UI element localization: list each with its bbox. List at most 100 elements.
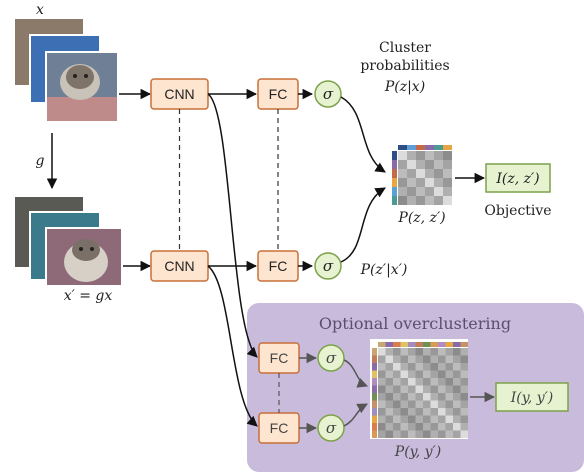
over-matrix-cell [438,423,446,431]
over-matrix-cell [423,408,431,416]
over-matrix-cell [453,363,461,371]
over-matrix-cell [393,355,401,363]
over-matrix-cell [423,363,431,371]
over-matrix-cell [445,400,453,408]
matrix-cell [398,196,407,205]
matrix-cell [398,169,407,178]
edge-sigma-top-to-joint [340,96,386,173]
sigma-node-bottom [314,252,342,280]
over-matrix-cell [438,378,446,386]
matrix-cell [398,160,407,169]
matrix-cell [416,196,425,205]
matrix-header-swatch [392,196,397,205]
over-matrix-cell [438,400,446,408]
over-matrix-cell [430,423,438,431]
cluster-prob-math: P(z|x) [384,79,425,95]
over-matrix-header-swatch [372,385,377,393]
joint-label: P(z, z′) [397,210,445,226]
over-matrix-header-swatch [372,408,377,416]
over-matrix-cell [400,385,408,393]
matrix-cell [416,151,425,160]
input-top-label: x [36,2,44,18]
over-objective-box [495,382,569,412]
over-matrix-header-swatch [430,342,438,347]
over-matrix-cell [415,408,423,416]
over-matrix-cell [415,393,423,401]
over-matrix-cell [445,355,453,363]
over-matrix-cell [393,378,401,386]
over-matrix-cell [393,370,401,378]
fc-label-bottom: FC [269,258,288,274]
over-matrix-cell [423,393,431,401]
objective-formula: I(z, z′) [495,171,539,187]
sigma-node-top [314,80,342,108]
matrix-cell [434,169,443,178]
over-matrix-cell [438,430,446,438]
over-matrix-cell [453,400,461,408]
over-matrix-cell [460,415,468,423]
over-matrix-header-swatch [445,342,453,347]
over-matrix-cell [408,393,416,401]
over-matrix-header-swatch [378,342,386,347]
over-matrix-cell [445,385,453,393]
over-matrix-header-swatch [460,342,468,347]
over-matrix-cell [408,385,416,393]
cnn-label-top: CNN [164,86,194,102]
over-matrix-cell [445,430,453,438]
over-matrix-cell [415,400,423,408]
over-matrix-header-swatch [372,370,377,378]
over-matrix-cell [460,408,468,416]
over-matrix-header-swatch [372,355,377,363]
matrix-cell [434,187,443,196]
over-matrix-cell [423,370,431,378]
over-matrix-cell [385,408,393,416]
matrix-cell [443,160,452,169]
over-matrix-header-swatch [372,348,377,356]
over-matrix-header-swatch [372,430,377,438]
over-matrix-cell [378,363,386,371]
over-matrix-cell [400,400,408,408]
fc-label-top: FC [269,86,288,102]
over-matrix-cell [438,393,446,401]
over-matrix-cell [393,393,401,401]
over-matrix-cell [453,415,461,423]
over-matrix-cell [438,408,446,416]
over-matrix-cell [445,423,453,431]
matrix-header-swatch [392,160,397,169]
matrix-cell [425,178,434,187]
edge-sigma-bottom-to-joint [340,187,386,263]
matrix-cell [425,151,434,160]
over-matrix-cell [393,408,401,416]
over-matrix-cell [385,400,393,408]
matrix-cell [407,187,416,196]
over-matrix-cell [393,415,401,423]
over-matrix-cell [445,348,453,356]
over-matrix-cell [378,423,386,431]
over-matrix-header-swatch [408,342,416,347]
over-matrix-cell [378,348,386,356]
matrix-cell [443,196,452,205]
over-matrix-cell [423,415,431,423]
matrix-header-swatch [425,145,434,150]
matrix-cell [407,196,416,205]
over-matrix-cell [393,430,401,438]
over-matrix-cell [400,423,408,431]
over-objective-formula: I(y, y′) [510,390,554,406]
cluster-prob-line1: Cluster [379,40,431,56]
over-joint-label: P(y, y′) [394,444,441,460]
matrix-cell [425,187,434,196]
edge-over-sigma-top-to-matrix [343,359,368,388]
over-matrix-cell [415,355,423,363]
over-matrix-cell [430,348,438,356]
over-matrix-cell [400,430,408,438]
over-matrix-cell [423,348,431,356]
edge-over-sigma-bottom-to-matrix [343,403,368,427]
over-matrix-cell [400,378,408,386]
over-matrix-cell [378,355,386,363]
over-matrix-header-swatch [372,363,377,371]
over-matrix-cell [408,348,416,356]
matrix-cell [434,196,443,205]
over-fc-label-bottom: FC [270,420,289,436]
over-matrix-cell [423,400,431,408]
